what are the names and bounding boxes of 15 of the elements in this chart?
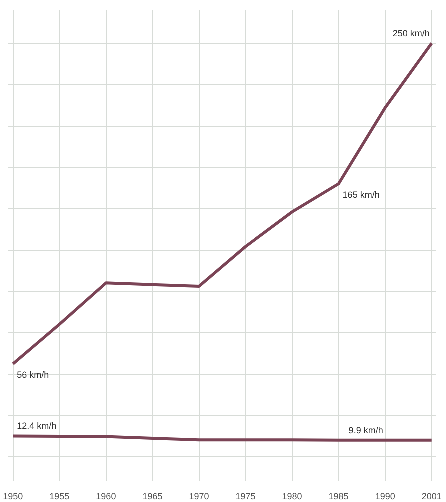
data-label: 12.4 km/h [17,421,57,432]
x-tick-label: 2001 [422,492,442,502]
data-label: 9.9 km/h [348,425,384,436]
data-label: 56 km/h [17,370,50,380]
x-tick-label: 1985 [328,492,349,502]
x-tick-label: 1965 [142,492,163,502]
x-tick-label: 1970 [189,492,210,502]
x-tick-label: 1950 [3,492,24,502]
x-tick-label: 1990 [375,492,396,502]
x-tick-label: 1955 [50,492,70,502]
x-tick-label: 1975 [236,492,256,502]
x-tick-label: 1960 [96,492,116,502]
data-label: 250 km/h [392,28,430,39]
data-label: 165 km/h [342,190,380,200]
x-tick-label: 1980 [282,492,302,502]
